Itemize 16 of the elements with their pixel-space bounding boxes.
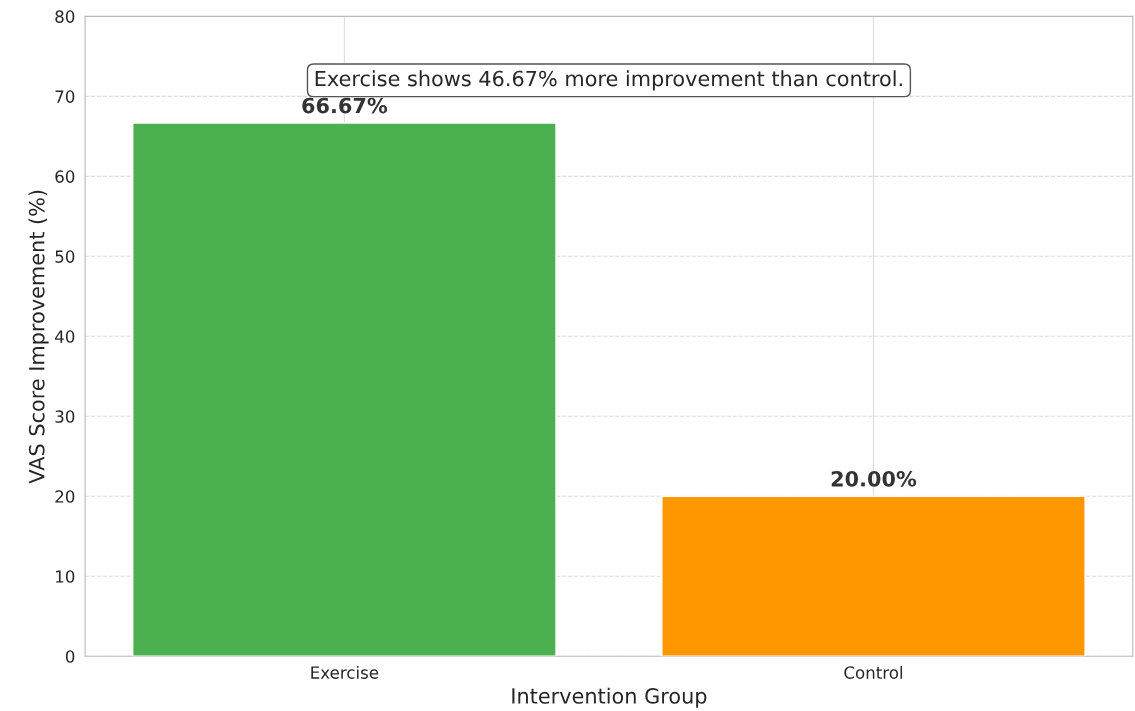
y-tick-label: 60 bbox=[55, 170, 75, 183]
y-tick-label: 50 bbox=[55, 250, 75, 263]
y-tick-label: 20 bbox=[55, 490, 75, 503]
x-tick-label: Exercise bbox=[311, 665, 379, 679]
y-tick-label: 0 bbox=[65, 650, 75, 663]
y-tick-label: 10 bbox=[56, 570, 75, 583]
y-tick-label: 80 bbox=[55, 10, 75, 23]
y-tick-label: 70 bbox=[55, 90, 75, 103]
data-label: 20.00% bbox=[831, 470, 917, 487]
y-axis-title: VAS Score Improvement (%) bbox=[28, 190, 49, 484]
annotation: Exercise shows 46.67% more improvement than control. bbox=[315, 70, 902, 91]
y-tick-label: 40 bbox=[55, 330, 75, 343]
x-tick-label: Control bbox=[844, 665, 903, 679]
x-axis-title: Intervention Group bbox=[512, 687, 707, 708]
y-tick-label: 30 bbox=[55, 410, 75, 423]
data-label: 66.67% bbox=[302, 97, 388, 114]
